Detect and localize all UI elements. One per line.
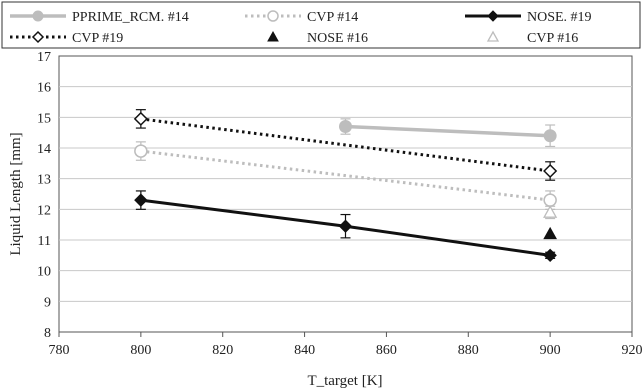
data-point	[543, 248, 557, 263]
series	[543, 226, 557, 240]
legend: PPRIME_RCM. #14 CVP #14 NOSE. #19 CVP #19 NO…	[10, 10, 592, 46]
series	[339, 118, 557, 148]
x-tick-label: 900	[540, 343, 561, 358]
legend-label: CVP #16	[527, 31, 578, 46]
legend-label: NOSE #16	[307, 31, 368, 46]
x-tick-label: 860	[376, 343, 397, 358]
legend-box	[1, 1, 641, 49]
y-tick-label: 17	[37, 50, 51, 65]
x-tick-label: 820	[212, 343, 233, 358]
data-point	[487, 10, 499, 22]
legend-entry: CVP #19	[10, 30, 123, 46]
data-point	[267, 30, 279, 42]
x-tick-label: 880	[458, 343, 479, 358]
y-tick-labels: 8 9 10 11 12 13 14 15 16 17	[37, 50, 51, 341]
data-point	[543, 193, 557, 207]
series	[543, 205, 558, 220]
data-point	[32, 10, 44, 22]
y-tick-label: 8	[44, 326, 51, 341]
series	[134, 190, 557, 263]
x-tick-label: 780	[49, 343, 70, 358]
data-point	[134, 144, 148, 158]
plot-area	[58, 55, 633, 333]
data-point	[338, 219, 353, 233]
data-point	[31, 30, 45, 44]
x-tick-labels: 780 800 820 840 860 880 900 920	[49, 332, 643, 358]
series-line	[140, 149, 551, 202]
legend-label: NOSE. #19	[527, 10, 592, 25]
x-tick-label: 840	[294, 343, 315, 358]
y-tick-label: 12	[37, 203, 51, 218]
y-tick-label: 9	[44, 295, 51, 310]
data-point	[339, 120, 352, 134]
x-tick-label: 800	[130, 343, 151, 358]
x-axis-title: T_target [K]	[307, 373, 382, 389]
legend-entry: CVP #16	[486, 30, 578, 46]
y-tick-label: 15	[37, 111, 51, 126]
data-point	[543, 129, 557, 143]
x-tick-label: 920	[622, 343, 643, 358]
y-tick-label: 10	[37, 265, 51, 280]
data-point	[134, 193, 148, 207]
y-tick-label: 11	[38, 234, 51, 249]
series-line	[345, 124, 551, 138]
y-tick-label: 13	[37, 173, 51, 188]
y-tick-label: 16	[37, 81, 51, 96]
legend-label: PPRIME_RCM. #14	[72, 10, 189, 25]
legend-entry: NOSE. #19	[465, 10, 592, 25]
series	[133, 109, 558, 181]
grid	[59, 86, 632, 302]
data-point	[543, 163, 558, 179]
legend-label: CVP #14	[307, 10, 358, 25]
legend-entry: NOSE #16	[267, 30, 368, 46]
data-point	[267, 10, 279, 22]
y-tick-label: 14	[37, 142, 51, 157]
data-point	[543, 226, 557, 240]
data-point	[133, 111, 148, 126]
legend-label: CVP #19	[72, 31, 123, 46]
data-point	[486, 30, 500, 42]
y-axis-title: Liquid Length [mm]	[8, 132, 24, 255]
series-group	[133, 109, 558, 263]
series-line	[140, 117, 551, 173]
legend-entry: PPRIME_RCM. #14	[10, 10, 189, 25]
data-point	[543, 205, 558, 218]
legend-entry: CVP #14	[245, 10, 358, 25]
